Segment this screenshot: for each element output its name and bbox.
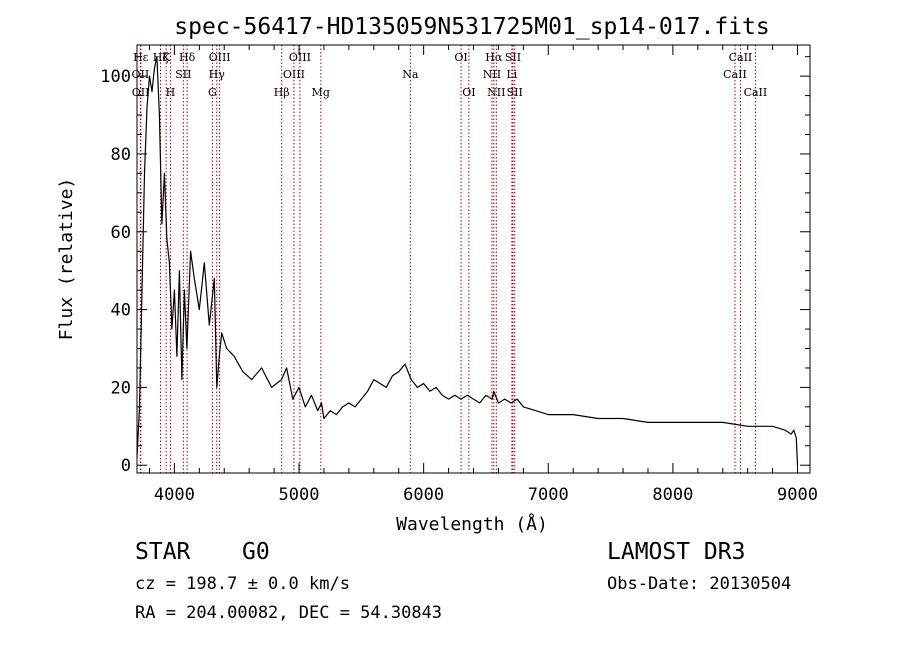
line-label-5: H: [166, 86, 176, 99]
line-label-17: OI: [462, 86, 475, 99]
y-tick-label-3: 60: [111, 223, 131, 243]
line-label-4: K: [162, 51, 171, 64]
obs-date: Obs-Date: 20130504: [607, 574, 792, 594]
y-tick-label-2: 40: [111, 301, 131, 321]
y-tick-label-4: 80: [111, 145, 131, 165]
line-label-18: Hα: [485, 51, 503, 64]
line-label-25: CaII: [723, 68, 747, 81]
line-label-23: SII: [507, 86, 523, 99]
x-tick-label-4: 8000: [652, 485, 693, 505]
line-label-16: OI: [454, 51, 467, 64]
line-label-8: OIII: [209, 51, 231, 64]
y-tick-label-1: 20: [111, 378, 131, 398]
x-tick-label-5: 9000: [777, 485, 818, 505]
line-label-20: NII: [487, 86, 505, 99]
line-label-21: SII: [505, 51, 521, 64]
object-subclass: G0: [242, 539, 270, 565]
line-label-14: Mg: [312, 86, 330, 99]
x-tick-label-3: 7000: [528, 485, 569, 505]
x-axis-label: Wavelength (Å): [396, 513, 548, 535]
spectrum-series-0: [136, 56, 799, 466]
line-label-26: CaII: [744, 86, 768, 99]
line-label-10: G: [208, 86, 217, 99]
line-label-22: Li: [506, 68, 517, 81]
line-label-19: NII: [483, 68, 501, 81]
plot-frame: [136, 44, 811, 474]
line-label-2: OII: [132, 86, 150, 99]
object-class: STAR: [135, 539, 191, 565]
line-label-9: Hγ: [209, 68, 226, 81]
ra-dec: RA = 204.00082, DEC = 54.30843: [135, 603, 443, 623]
x-tick-label-0: 4000: [154, 485, 195, 505]
line-label-12: OIII: [289, 51, 311, 64]
y-tick-label-0: 0: [121, 456, 131, 476]
redshift-cz: cz = 198.7 ± 0.0 km/s: [135, 574, 350, 594]
line-label-15: Na: [402, 68, 419, 81]
x-tick-label-2: 6000: [403, 485, 444, 505]
line-label-6: Hδ: [179, 51, 196, 64]
survey-name: LAMOST DR3: [607, 539, 746, 565]
x-tick-label-1: 5000: [279, 485, 320, 505]
line-label-24: CaII: [729, 51, 753, 64]
y-tick-label-5: 100: [100, 67, 131, 87]
y-axis-label: Flux (relative): [56, 178, 77, 341]
chart-title: spec-56417-HD135059N531725M01_sp14-017.f…: [174, 14, 769, 40]
line-label-7: SII: [175, 68, 191, 81]
line-label-13: OIII: [283, 68, 305, 81]
line-label-11: Hβ: [274, 86, 290, 99]
